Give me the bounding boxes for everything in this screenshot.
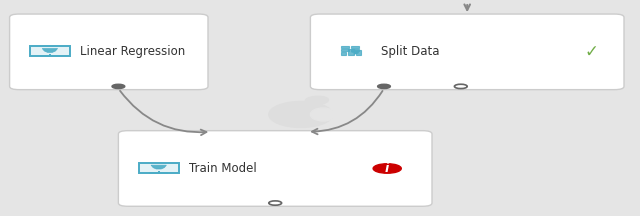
Bar	[351, 46, 359, 48]
Text: i: i	[385, 162, 389, 175]
Bar	[351, 49, 359, 51]
FancyBboxPatch shape	[10, 14, 208, 90]
Circle shape	[454, 84, 467, 89]
Ellipse shape	[269, 102, 333, 127]
Text: Split Data: Split Data	[381, 45, 439, 58]
FancyBboxPatch shape	[118, 131, 432, 206]
Circle shape	[269, 201, 282, 205]
Bar	[348, 49, 354, 55]
Polygon shape	[42, 49, 58, 52]
Circle shape	[373, 164, 401, 173]
Text: Linear Regression: Linear Regression	[80, 45, 185, 58]
FancyBboxPatch shape	[139, 163, 179, 173]
Circle shape	[112, 84, 125, 89]
Bar	[356, 51, 361, 55]
Text: ✓: ✓	[584, 43, 598, 61]
Bar	[341, 52, 346, 55]
Ellipse shape	[310, 108, 336, 121]
Ellipse shape	[305, 96, 328, 105]
Polygon shape	[151, 165, 166, 169]
Bar	[341, 46, 349, 48]
Circle shape	[378, 84, 390, 89]
FancyBboxPatch shape	[310, 14, 624, 90]
FancyBboxPatch shape	[30, 46, 70, 56]
Bar	[341, 49, 349, 51]
Text: Train Model: Train Model	[189, 162, 257, 175]
